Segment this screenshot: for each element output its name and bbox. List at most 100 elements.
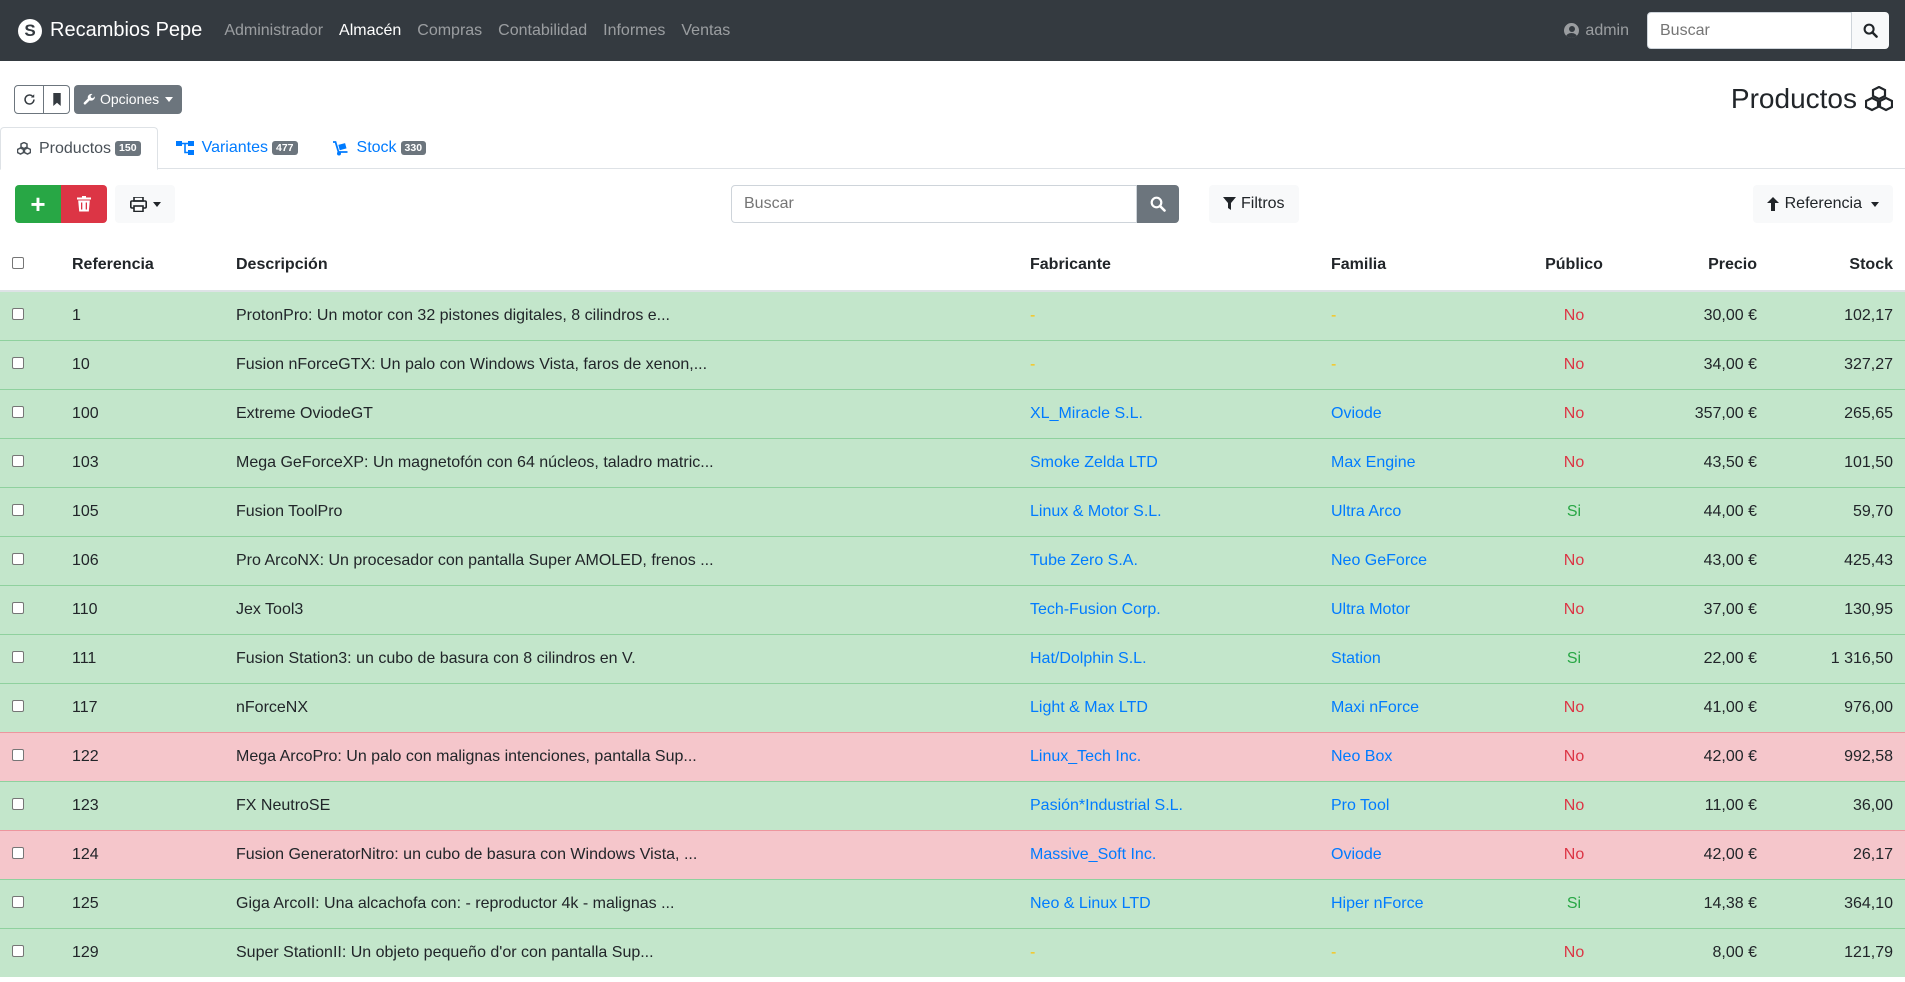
col-header-familia[interactable]: Familia [1319, 239, 1519, 292]
cell-fabricante: Hat/Dolphin S.L. [1018, 633, 1319, 683]
nav-item-informes[interactable]: Informes [603, 21, 666, 39]
manufacturer-link[interactable]: Linux_Tech Inc. [1030, 747, 1142, 765]
cell-familia: Oviode [1319, 829, 1519, 879]
row-checkbox[interactable] [12, 650, 24, 663]
row-checkbox[interactable] [12, 454, 24, 467]
global-search-button[interactable] [1852, 12, 1889, 49]
table-row[interactable]: 10 Fusion nForceGTX: Un palo con Windows … [0, 339, 1905, 389]
table-row[interactable]: 125 Giga ArcoII: Una alcachofa con: - rep… [0, 878, 1905, 928]
refresh-icon [23, 93, 35, 105]
table-row[interactable]: 122 Mega ArcoPro: Un palo con malignas in… [0, 731, 1905, 781]
cell-referencia: 10 [60, 339, 224, 389]
table-row[interactable]: 124 Fusion GeneratorNitro: un cubo de bas… [0, 829, 1905, 879]
cell-descripcion: Fusion GeneratorNitro: un cubo de basura… [224, 829, 1018, 879]
list-search-input[interactable] [731, 185, 1137, 223]
col-header-publico[interactable]: Público [1519, 239, 1629, 292]
family-link[interactable]: Ultra Arco [1331, 502, 1402, 520]
tab-stock[interactable]: Stock 330 [316, 127, 443, 169]
nav-item-administrador[interactable]: Administrador [224, 21, 324, 39]
table-row[interactable]: 110 Jex Tool3 Tech-Fusion Corp. Ultra Motor… [0, 584, 1905, 634]
family-link[interactable]: Neo GeForce [1331, 551, 1428, 569]
row-checkbox[interactable] [12, 895, 24, 908]
table-row[interactable]: 117 nForceNX Light & Max LTD Maxi nForce No 4… [0, 682, 1905, 732]
cell-descripcion: ProtonPro: Un motor con 32 pistones digi… [224, 290, 1018, 340]
add-button[interactable]: + [15, 185, 61, 223]
manufacturer-link[interactable]: Neo & Linux LTD [1030, 894, 1151, 912]
family-link[interactable]: Neo Box [1331, 747, 1393, 765]
bookmark-button[interactable] [44, 84, 70, 114]
col-header-fabricante[interactable]: Fabricante [1018, 239, 1319, 292]
manufacturer-link[interactable]: Linux & Motor S.L. [1030, 502, 1162, 520]
cell-publico: No [1519, 339, 1629, 389]
row-checkbox[interactable] [12, 748, 24, 761]
cell-familia: Max Engine [1319, 437, 1519, 487]
table-row[interactable]: 105 Fusion ToolPro Linux & Motor S.L. Ultra… [0, 486, 1905, 536]
row-checkbox[interactable] [12, 405, 24, 418]
brand[interactable]: S Recambios Pepe [18, 18, 202, 43]
row-checkbox[interactable] [12, 699, 24, 712]
manufacturer-link[interactable]: Tube Zero S.A. [1030, 551, 1138, 569]
row-checkbox[interactable] [12, 503, 24, 516]
nav-item-almacen[interactable]: Almacén [339, 21, 402, 39]
list-search-button[interactable] [1137, 185, 1179, 223]
tab-productos[interactable]: Productos 150 [0, 127, 158, 170]
cell-fabricante: Tech-Fusion Corp. [1018, 584, 1319, 634]
table-row[interactable]: 1 ProtonPro: Un motor con 32 pistones dig… [0, 290, 1905, 340]
family-link[interactable]: Hiper nForce [1331, 894, 1424, 912]
filters-button[interactable]: Filtros [1209, 185, 1299, 223]
cell-referencia: 106 [60, 535, 224, 585]
family-link[interactable]: Ultra Motor [1331, 600, 1411, 618]
table-row[interactable]: 100 Extreme OviodeGT XL_Miracle S.L. Oviode… [0, 388, 1905, 438]
col-header-stock[interactable]: Stock [1769, 239, 1905, 292]
family-link[interactable]: Oviode [1331, 404, 1382, 422]
delete-button[interactable] [61, 185, 107, 223]
row-checkbox[interactable] [12, 601, 24, 614]
manufacturer-link[interactable]: Pasión*Industrial S.L. [1030, 796, 1183, 814]
row-checkbox[interactable] [12, 552, 24, 565]
col-header-descripcion[interactable]: Descripción [224, 239, 1018, 292]
wrench-icon [83, 93, 95, 105]
nav-item-contabilidad[interactable]: Contabilidad [498, 21, 588, 39]
cell-fabricante: Neo & Linux LTD [1018, 878, 1319, 928]
select-all-checkbox[interactable] [12, 256, 24, 269]
tab-variantes[interactable]: Variantes 477 [160, 127, 314, 169]
row-checkbox[interactable] [12, 846, 24, 859]
table-row[interactable]: 123 FX NeutroSE Pasión*Industrial S.L. Pro … [0, 780, 1905, 830]
table-row[interactable]: 103 Mega GeForceXP: Un magnetofón con 64 … [0, 437, 1905, 487]
manufacturer-link[interactable]: Tech-Fusion Corp. [1030, 600, 1161, 618]
print-dropdown[interactable] [115, 185, 175, 223]
cell-descripcion: Fusion nForceGTX: Un palo con Windows Vi… [224, 339, 1018, 389]
col-header-precio[interactable]: Precio [1629, 239, 1769, 292]
family-link[interactable]: Station [1331, 649, 1381, 667]
family-link[interactable]: Oviode [1331, 845, 1382, 863]
col-header-referencia[interactable]: Referencia [60, 239, 224, 292]
sort-dropdown[interactable]: Referencia [1752, 185, 1893, 223]
row-checkbox[interactable] [12, 797, 24, 810]
family-link[interactable]: Max Engine [1331, 453, 1416, 471]
manufacturer-link[interactable]: Massive_Soft Inc. [1030, 845, 1157, 863]
row-checkbox[interactable] [12, 356, 24, 369]
cell-fabricante: Tube Zero S.A. [1018, 535, 1319, 585]
cell-stock: 425,43 [1769, 535, 1905, 585]
manufacturer-link[interactable]: Smoke Zelda LTD [1030, 453, 1158, 471]
cell-precio: 42,00 € [1629, 731, 1769, 781]
family-link[interactable]: Pro Tool [1331, 796, 1390, 814]
global-search-input[interactable] [1647, 12, 1852, 49]
tab-count-badge: 150 [115, 141, 141, 156]
reload-button[interactable] [14, 84, 44, 114]
nav-item-ventas[interactable]: Ventas [681, 21, 731, 39]
manufacturer-link[interactable]: Light & Max LTD [1030, 698, 1148, 716]
family-link[interactable]: Maxi nForce [1331, 698, 1420, 716]
table-row[interactable]: 106 Pro ArcoNX: Un procesador con pantall… [0, 535, 1905, 585]
row-checkbox[interactable] [12, 944, 24, 957]
user-menu[interactable]: admin [1564, 22, 1629, 40]
row-select-cell [0, 927, 60, 977]
table-row[interactable]: 129 Super StationII: Un objeto pequeño d'… [0, 927, 1905, 977]
options-dropdown[interactable]: Opciones [74, 84, 183, 114]
manufacturer-link[interactable]: XL_Miracle S.L. [1030, 404, 1143, 422]
manufacturer-link[interactable]: Hat/Dolphin S.L. [1030, 649, 1147, 667]
nav-item-compras[interactable]: Compras [417, 21, 483, 39]
row-select-cell [0, 731, 60, 781]
row-checkbox[interactable] [12, 307, 24, 320]
table-row[interactable]: 111 Fusion Station3: un cubo de basura co… [0, 633, 1905, 683]
